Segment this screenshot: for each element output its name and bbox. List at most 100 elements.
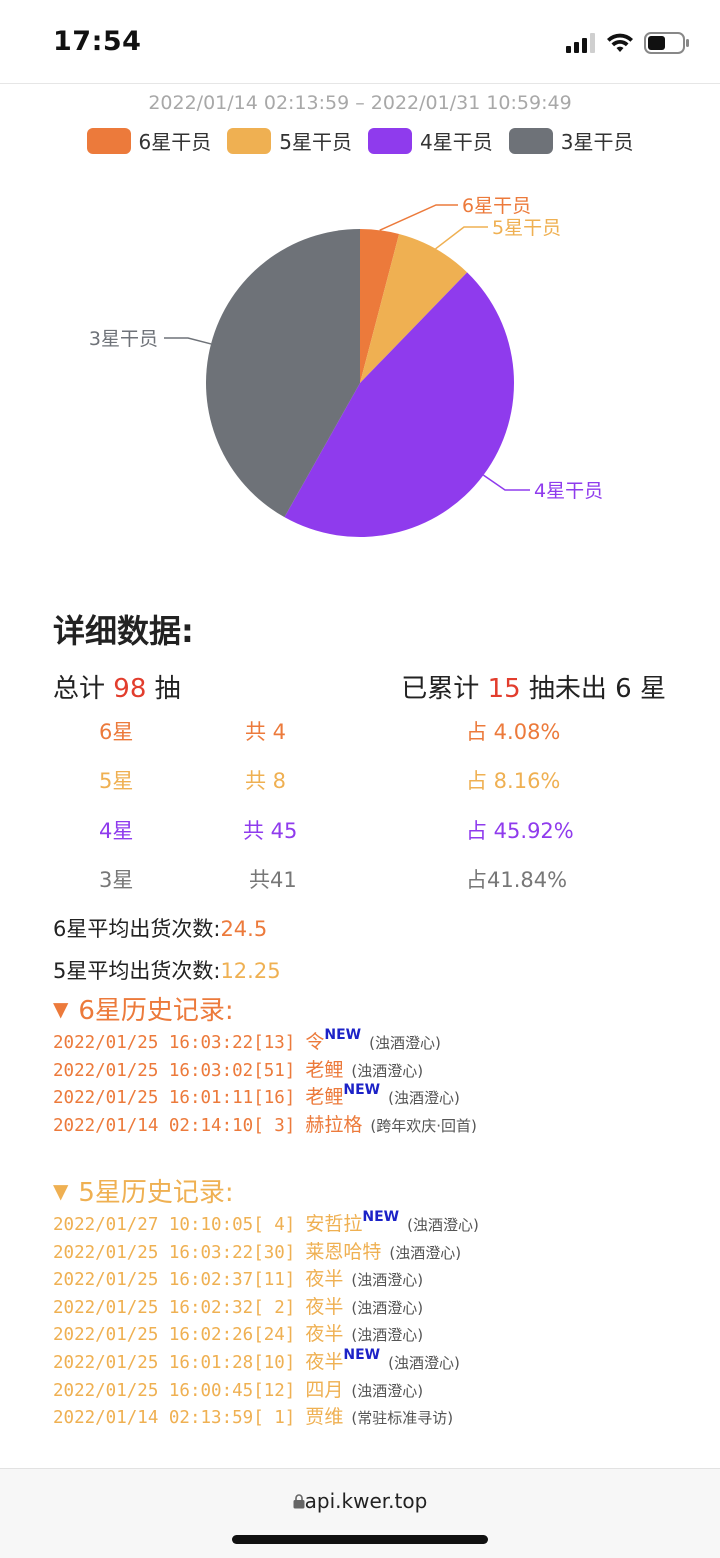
stat-percent: 占41.84% bbox=[466, 868, 568, 892]
total-suffix: 抽 bbox=[154, 674, 181, 704]
history-6star-list: 2022/01/25 16:03:22 [13] 令 NEW (浊酒澄心) 2022/0… bbox=[53, 1027, 477, 1137]
legend-swatch-4star bbox=[368, 127, 412, 154]
history-operator-name: 夜半 bbox=[305, 1323, 344, 1346]
new-badge: NEW bbox=[362, 1209, 400, 1225]
new-badge: NEW bbox=[343, 1346, 381, 1363]
history-row: 2022/01/25 16:03:22 [30] 莱恩哈特 (浊酒澄心) bbox=[53, 1237, 479, 1265]
browser-bottom-bar: api.kwer.top bbox=[0, 1468, 720, 1558]
legend-item-6star[interactable]: 6星干员 bbox=[86, 126, 212, 155]
history-operator-name: 四月 bbox=[305, 1378, 344, 1401]
history-pool: (浊酒澄心) bbox=[351, 1381, 424, 1400]
history-pool: (常驻标准寻访) bbox=[351, 1409, 454, 1428]
address-bar[interactable]: api.kwer.top bbox=[0, 1489, 720, 1513]
history-index: [10] bbox=[253, 1352, 296, 1373]
legend-item-5star[interactable]: 5星干员 bbox=[227, 126, 352, 155]
history-index: [ 4] bbox=[253, 1215, 296, 1235]
stat-percent: 占 8.16% bbox=[466, 769, 561, 793]
stat-percent: 占 4.08% bbox=[466, 720, 561, 744]
history-operator-name: 老鲤 bbox=[305, 1086, 344, 1109]
history-time: 2022/01/25 16:02:32 bbox=[53, 1297, 254, 1318]
history-index: [24] bbox=[253, 1325, 296, 1346]
history-time: 2022/01/27 10:10:05 bbox=[53, 1215, 254, 1235]
history-pool: (浊酒澄心) bbox=[389, 1243, 462, 1262]
pie-slice-1[interactable] bbox=[360, 234, 468, 383]
stat-count: 共 4 bbox=[245, 720, 287, 744]
legend-label-4star: 4星干员 bbox=[420, 130, 493, 154]
legend-swatch-5star bbox=[227, 127, 272, 154]
avg-5star-label: 5星平均出货次数: bbox=[53, 959, 221, 983]
legend-item-3star[interactable]: 3星干员 bbox=[508, 126, 634, 155]
history-time: 2022/01/25 16:02:37 bbox=[53, 1270, 254, 1291]
status-time: 17:54 bbox=[53, 26, 142, 57]
stat-count: 共 45 bbox=[243, 819, 298, 843]
history-pool: (跨年欢庆·回首) bbox=[370, 1116, 477, 1135]
legend-item-4star[interactable]: 4星干员 bbox=[368, 126, 493, 155]
history-operator-name: 老鲤 bbox=[305, 1058, 344, 1081]
pie-label-line-3 bbox=[164, 337, 212, 345]
triangle-down-icon: ▼ bbox=[53, 996, 69, 1021]
history-time: 2022/01/25 16:03:02 bbox=[53, 1060, 254, 1081]
details-heading: 详细数据: bbox=[53, 612, 194, 650]
avg-5star: 5星平均出货次数:12.25 bbox=[53, 955, 281, 985]
total-count: 98 bbox=[113, 674, 147, 704]
history-index: [12] bbox=[253, 1380, 296, 1401]
stat-row-5star: 5星 共 8 占 8.16% bbox=[0, 765, 720, 795]
history-row: 2022/01/25 16:01:11 [16] 老鲤 NEW (浊酒澄心) bbox=[53, 1082, 477, 1110]
history-operator-name: 令 bbox=[305, 1031, 325, 1053]
history-5star-toggle[interactable]: ▼ 5星历史记录: bbox=[53, 1172, 234, 1209]
stat-row-3star: 3星 共41 占41.84% bbox=[0, 864, 720, 894]
total-prefix: 总计 bbox=[53, 674, 106, 704]
history-operator-name: 夜半 bbox=[305, 1295, 344, 1318]
history-index: [ 3] bbox=[253, 1115, 296, 1136]
home-indicator[interactable] bbox=[232, 1535, 488, 1544]
legend-label-5star: 5星干员 bbox=[279, 130, 352, 154]
legend-label-6star: 6星干员 bbox=[138, 130, 212, 154]
pie-chart-container: 6星干员 5星干员 4星干员 3星干员 bbox=[0, 180, 720, 560]
pity-suffix: 抽未出 6 星 bbox=[528, 674, 666, 704]
history-pool: (浊酒澄心) bbox=[351, 1298, 424, 1317]
legend-swatch-3star bbox=[508, 127, 553, 154]
cellular-signal-icon bbox=[566, 33, 595, 53]
avg-6star-label: 6星平均出货次数: bbox=[53, 917, 221, 941]
legend-label-3star: 3星干员 bbox=[560, 130, 634, 154]
history-time: 2022/01/25 16:01:11 bbox=[53, 1088, 254, 1109]
history-time: 2022/01/25 16:03:22 bbox=[53, 1033, 254, 1053]
stat-row-4star: 4星 共 45 占 45.92% bbox=[0, 815, 720, 845]
history-pool: (浊酒澄心) bbox=[407, 1216, 479, 1234]
history-time: 2022/01/25 16:01:28 bbox=[53, 1352, 254, 1373]
history-pool: (浊酒澄心) bbox=[388, 1089, 460, 1108]
history-row: 2022/01/25 16:02:37 [11] 夜半 (浊酒澄心) bbox=[53, 1264, 479, 1292]
legend-swatch-6star bbox=[86, 127, 131, 154]
stat-star: 3星 bbox=[99, 868, 134, 892]
history-row: 2022/01/25 16:03:22 [13] 令 NEW (浊酒澄心) bbox=[53, 1027, 477, 1055]
pie-slice-3[interactable] bbox=[205, 229, 360, 518]
history-pool: (浊酒澄心) bbox=[351, 1061, 424, 1080]
history-pool: (浊酒澄心) bbox=[351, 1326, 424, 1345]
history-pool: (浊酒澄心) bbox=[388, 1353, 460, 1372]
history-operator-name: 夜半 bbox=[305, 1268, 344, 1291]
battery-icon bbox=[644, 32, 689, 54]
wifi-icon bbox=[607, 33, 633, 52]
history-index: [13] bbox=[253, 1033, 296, 1053]
history-time: 2022/01/25 16:03:22 bbox=[53, 1242, 254, 1263]
stat-star: 4星 bbox=[99, 819, 134, 843]
avg-6star-value: 24.5 bbox=[220, 917, 268, 941]
avg-5star-value: 12.25 bbox=[220, 959, 281, 983]
history-index: [51] bbox=[253, 1060, 296, 1081]
url-text: api.kwer.top bbox=[304, 1489, 428, 1513]
new-badge: NEW bbox=[324, 1027, 362, 1043]
pie-label-3: 3星干员 bbox=[89, 328, 158, 350]
pie-slice-2[interactable] bbox=[284, 272, 514, 537]
history-operator-name: 赫拉格 bbox=[305, 1113, 363, 1136]
history-index: [ 2] bbox=[253, 1297, 296, 1318]
history-pool: (浊酒澄心) bbox=[369, 1034, 441, 1052]
status-bar: 17:54 bbox=[0, 0, 720, 84]
stat-percent: 占 45.92% bbox=[466, 819, 574, 843]
pie-label-line-0 bbox=[379, 204, 458, 231]
history-index: [ 1] bbox=[253, 1408, 296, 1429]
history-row: 2022/01/25 16:01:28 [10] 夜半 NEW (浊酒澄心) bbox=[53, 1347, 479, 1375]
history-6star-toggle[interactable]: ▼ 6星历史记录: bbox=[53, 990, 234, 1027]
pie-slice-0[interactable] bbox=[360, 229, 400, 383]
pity-count: 15 bbox=[487, 674, 521, 704]
